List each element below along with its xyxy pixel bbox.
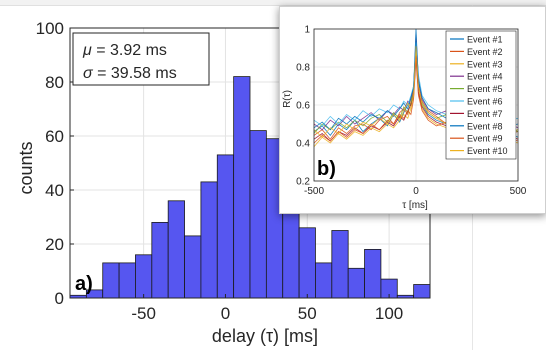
histogram-bar — [102, 262, 120, 299]
histogram-ylabel: counts — [16, 141, 36, 194]
legend-entry: Event #3 — [467, 59, 503, 69]
histogram-bar — [233, 76, 251, 299]
histogram-bar — [118, 262, 136, 299]
legend-entry: Event #5 — [467, 84, 503, 94]
legend-entry: Event #1 — [467, 35, 503, 45]
legend-entry: Event #6 — [467, 97, 503, 107]
y-tick-label: 0.2 — [296, 177, 310, 188]
legend-entry: Event #8 — [467, 121, 503, 131]
correlation-xlabel: τ [ms] — [402, 200, 428, 211]
y-tick-label: 100 — [36, 19, 64, 38]
histogram-bar — [364, 248, 382, 299]
y-tick-label: 0.6 — [296, 101, 310, 112]
correlation-axes-frame — [313, 28, 519, 182]
histogram-bar — [331, 230, 349, 299]
correlation-ylabel: R(τ) — [282, 90, 293, 108]
sigma-symbol: σ — [83, 65, 94, 82]
x-tick-label: -500 — [304, 186, 324, 197]
y-tick-label: 80 — [45, 73, 64, 92]
legend-entry: Event #10 — [467, 146, 508, 156]
histogram-bars — [69, 76, 431, 299]
correlation-chart: -500 0 500 0.2 0.4 0.6 0.8 1 R(τ) τ [ms] Event … — [282, 25, 527, 212]
histogram-bar — [315, 262, 333, 299]
legend-entry: Event #4 — [467, 72, 503, 82]
y-tick-label: 0 — [55, 289, 64, 308]
histogram-bar — [413, 284, 431, 299]
window-top-bar — [0, 0, 546, 6]
svg-text:σ = 39.58 ms: σ = 39.58 ms — [83, 65, 177, 82]
stats-annotation-box: μ = 3.92 ms σ = 39.58 ms — [72, 32, 210, 86]
correlation-legend: Event #1 Event #2 Event #3 Event #4 Event #5… — [445, 30, 517, 160]
y-tick-label: 20 — [45, 235, 64, 254]
histogram-bar — [249, 130, 267, 299]
x-tick-label: -50 — [131, 304, 156, 323]
correlation-ticks: -500 0 500 0.2 0.4 0.6 0.8 1 — [296, 25, 527, 198]
inset-correlation-panel: -500 0 500 0.2 0.4 0.6 0.8 1 R(τ) τ [ms] Event … — [279, 6, 546, 214]
histogram-bar — [184, 235, 202, 299]
panel-label-b: b) — [317, 158, 336, 180]
panel-label-a: a) — [75, 273, 93, 295]
x-tick-label: 50 — [298, 304, 317, 323]
sigma-value: = 39.58 ms — [93, 65, 177, 82]
y-tick-label: 1 — [304, 25, 310, 36]
y-tick-label: 40 — [45, 181, 64, 200]
y-tick-label: 0.8 — [296, 63, 310, 74]
y-tick-label: 60 — [45, 127, 64, 146]
histogram-bar — [167, 200, 185, 299]
legend-entry: Event #7 — [467, 109, 503, 119]
svg-text:μ = 3.92 ms: μ = 3.92 ms — [82, 42, 167, 59]
legend-entry: Event #9 — [467, 134, 503, 144]
histogram-bar — [200, 181, 218, 299]
x-tick-label: 0 — [413, 186, 419, 197]
mu-value: = 3.92 ms — [92, 42, 167, 59]
histogram-bar — [151, 221, 169, 299]
histogram-xlabel: delay (τ) [ms] — [212, 326, 318, 346]
mu-symbol: μ — [82, 42, 92, 59]
x-tick-label: 0 — [221, 304, 230, 323]
x-tick-label: 500 — [510, 186, 527, 197]
histogram-bar — [135, 254, 153, 299]
histogram-bar — [298, 227, 316, 299]
y-tick-label: 0.4 — [296, 139, 310, 150]
x-tick-label: 100 — [375, 304, 403, 323]
legend-entry: Event #2 — [467, 47, 503, 57]
histogram-bar — [347, 267, 365, 299]
histogram-bar — [216, 154, 235, 299]
